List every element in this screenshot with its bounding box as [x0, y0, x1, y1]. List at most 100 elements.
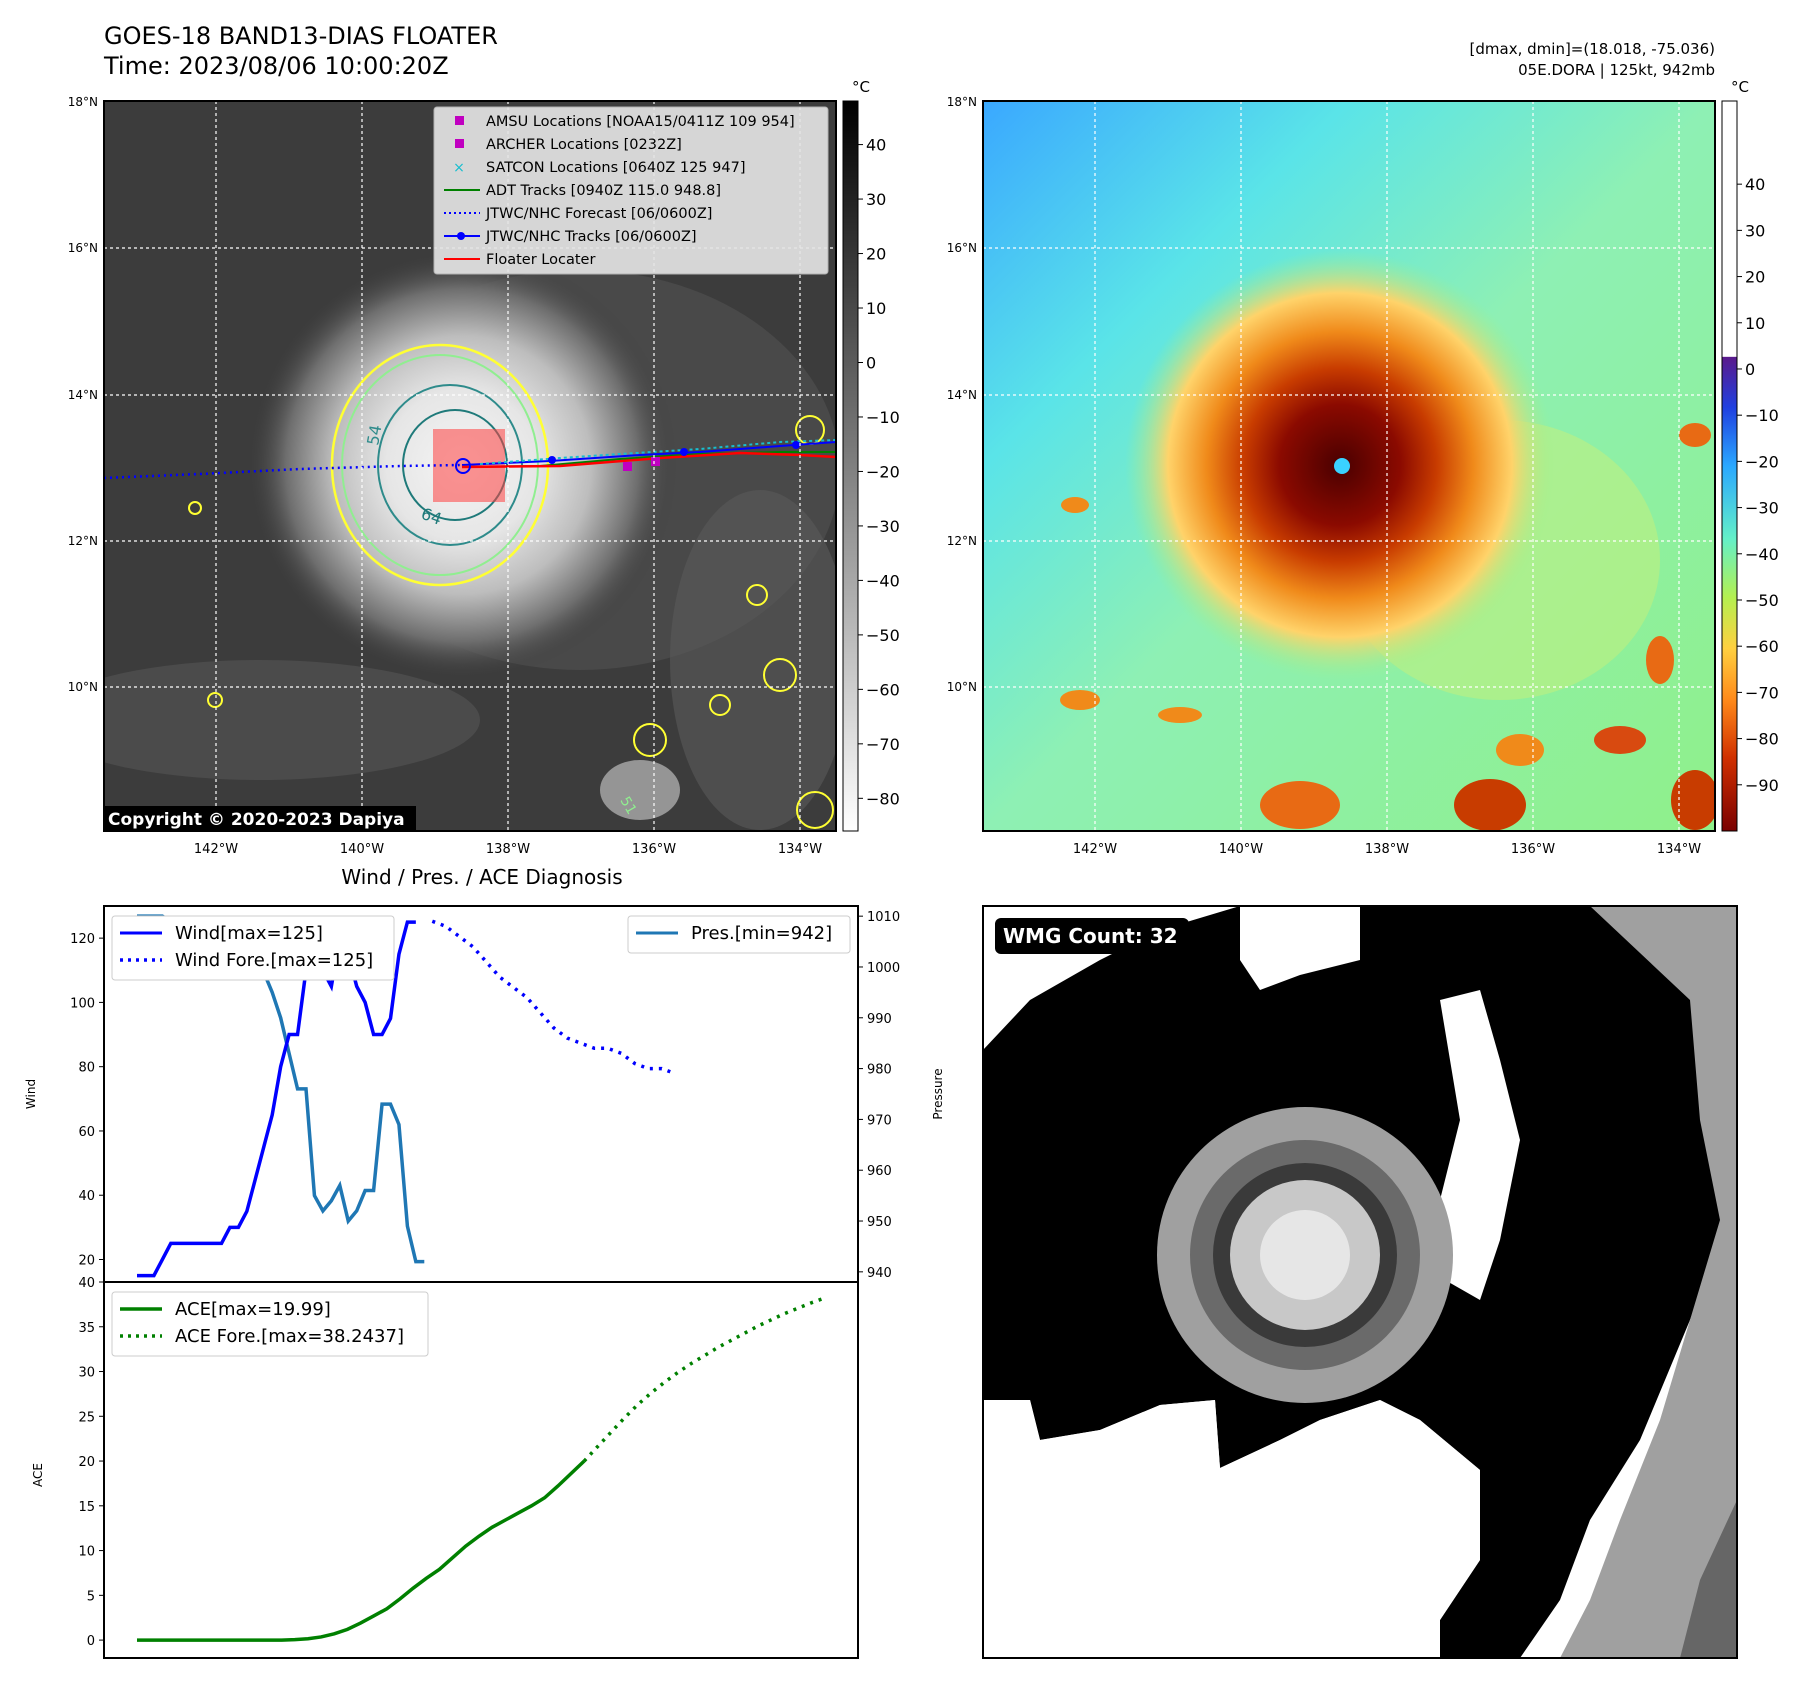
- color-cell: [1158, 707, 1202, 723]
- colorbar-tick-label: −20: [866, 462, 900, 481]
- jtwc-track: [461, 441, 836, 466]
- color-colorbar: °C 40 30 20 10 0 −10 −20 −30 −40 −50 −60 −70 −80 −90: [1721, 78, 1779, 832]
- lat-tick-label: 16°N: [947, 241, 977, 255]
- legend-label: JTWC/NHC Tracks [06/0600Z]: [485, 229, 697, 245]
- yellow-cell: [633, 723, 667, 757]
- color-cell: [1061, 497, 1089, 513]
- legend-label: SATCON Locations [0640Z 125 947]: [486, 160, 745, 176]
- lat-tick-label: 18°N: [947, 95, 977, 109]
- ace-legend: ACE[max=19.99] ACE Fore.[max=38.2437]: [111, 1291, 429, 1357]
- lat-tick-label: 12°N: [68, 534, 98, 548]
- ace-ytick-label: 25: [78, 1410, 95, 1425]
- ir-color-map: 18°N 16°N 14°N 12°N 10°N 142°W 140°W 138…: [947, 95, 1716, 857]
- colorbar-tick-label: 30: [1745, 221, 1765, 240]
- colorbar-tick-label: −60: [1745, 637, 1779, 656]
- ace-chart: 0 5 10 15 20 25 30 35 40 ACE ACE[max=19.99] ACE …: [31, 1276, 859, 1659]
- pressure-forecast-line: [431, 919, 676, 1076]
- colorbar-tick-label: 10: [1745, 314, 1765, 333]
- lon-tick-label: 138°W: [1365, 842, 1409, 857]
- yellow-cell: [763, 658, 797, 692]
- archer-marker: [651, 457, 660, 466]
- lon-tick-label: 142°W: [1073, 842, 1117, 857]
- legend-label-wind: Wind[max=125]: [175, 923, 323, 944]
- wind-legend-box: [111, 915, 395, 981]
- colorbar-unit: °C: [852, 78, 870, 96]
- colorbar-tick-label: 40: [866, 136, 886, 155]
- wmg-gray-edge: [1560, 906, 1737, 1658]
- track-point: [680, 448, 688, 456]
- gray-map-lon-ticks: 142°W 140°W 138°W 136°W 134°W: [194, 842, 822, 857]
- colorbar-tick-label: −30: [866, 517, 900, 536]
- color-map-lon-ticks: 142°W 140°W 138°W 136°W 134°W: [1073, 842, 1701, 857]
- copyright-box: [104, 806, 416, 831]
- color-cell: [1679, 423, 1711, 447]
- ace-ytick-label: 35: [78, 1321, 95, 1336]
- wmg-white-patch: [983, 1400, 1480, 1658]
- color-cell: [1671, 770, 1715, 830]
- lat-tick-label: 14°N: [947, 388, 977, 402]
- ir-gray-map: 54 64 51: [68, 95, 837, 857]
- legend-box: [433, 106, 829, 275]
- wind-pres-chart: 20 40 60 80 100 120 940 950 960 970 980 990 1000 1010…: [24, 905, 945, 1283]
- legend-label-ace-forecast: ACE Fore.[max=38.2437]: [175, 1326, 404, 1347]
- wmg-panel: WMG Count: 32: [982, 905, 1738, 1659]
- legend-label-pressure: Pres.[min=942]: [691, 923, 832, 944]
- pressure-ytick-label: 980: [867, 1063, 892, 1078]
- legend-label: JTWC/NHC Forecast [06/0600Z]: [485, 206, 712, 222]
- gray-colorbar-ramp: [842, 100, 859, 832]
- color-cell: [1060, 690, 1100, 710]
- track-point: [792, 441, 800, 449]
- ace-ytick-label: 0: [87, 1634, 95, 1649]
- storm-eye: [1334, 458, 1350, 474]
- pressure-ytick-label: 940: [867, 1266, 892, 1281]
- colorbar-tick-label: −30: [1745, 499, 1779, 518]
- lon-tick-label: 136°W: [632, 842, 676, 857]
- legend-label: AMSU Locations [NOAA15/0411Z 109 954]: [486, 114, 795, 130]
- ace-ytick-label: 40: [78, 1276, 95, 1291]
- lon-tick-label: 136°W: [1511, 842, 1555, 857]
- wmg-white-patch: [1240, 906, 1360, 990]
- legend-marker-x: ×: [453, 160, 465, 176]
- color-map-gridlines: [983, 101, 1715, 831]
- colorbar-tick-label: −80: [1745, 730, 1779, 749]
- ace-line: [137, 1459, 586, 1642]
- colorbar-tick-label: −80: [866, 789, 900, 808]
- legend-marker-dot: [457, 232, 465, 240]
- pressure-ytick-label: 1010: [867, 910, 900, 925]
- ace-ytick-label: 15: [78, 1500, 95, 1515]
- wind-ytick-label: 40: [78, 1189, 95, 1204]
- figure-time: Time: 2023/08/06 10:00:20Z: [103, 52, 449, 80]
- legend-label-wind-forecast: Wind Fore.[max=125]: [175, 950, 373, 971]
- gray-cloud-band: [600, 760, 680, 820]
- lat-tick-label: 10°N: [947, 680, 977, 694]
- lon-tick-label: 138°W: [486, 842, 530, 857]
- colorbar-tick-label: −10: [866, 408, 900, 427]
- colorbar-tick-label: 40: [1745, 175, 1765, 194]
- ace-axis-label: ACE: [31, 1463, 45, 1487]
- colorbar-tick-label: −40: [1745, 545, 1779, 564]
- legend-label: ADT Tracks [0940Z 115.0 948.8]: [486, 183, 721, 199]
- yellow-cell: [796, 791, 834, 829]
- lat-tick-label: 16°N: [68, 241, 98, 255]
- colorbar-tick-label: −90: [1745, 776, 1779, 795]
- color-cell: [1260, 781, 1340, 829]
- color-cell: [1594, 726, 1646, 754]
- pressure-ytick-label: 960: [867, 1164, 892, 1179]
- satcon-track: [479, 439, 836, 465]
- colorbar-tick-label: 0: [866, 353, 876, 372]
- lat-tick-label: 10°N: [68, 680, 98, 694]
- legend-label: ARCHER Locations [0232Z]: [486, 137, 682, 153]
- lat-tick-label: 14°N: [68, 388, 98, 402]
- colorbar-tick-label: 30: [866, 190, 886, 209]
- lat-tick-label: 18°N: [68, 95, 98, 109]
- wind-legend: Wind[max=125] Wind Fore.[max=125]: [111, 915, 395, 981]
- track-point: [548, 456, 556, 464]
- wind-line: [137, 920, 416, 1278]
- lat-tick-label: 12°N: [947, 534, 977, 548]
- yellow-cell: [207, 692, 223, 708]
- ace-ytick-label: 10: [78, 1545, 95, 1560]
- wmg-count-badge: [995, 918, 1189, 954]
- colorbar-tick-label: −60: [866, 680, 900, 699]
- pressure-legend-box: [627, 915, 851, 954]
- copyright-text: Copyright © 2020-2023 Dapiya: [108, 810, 405, 830]
